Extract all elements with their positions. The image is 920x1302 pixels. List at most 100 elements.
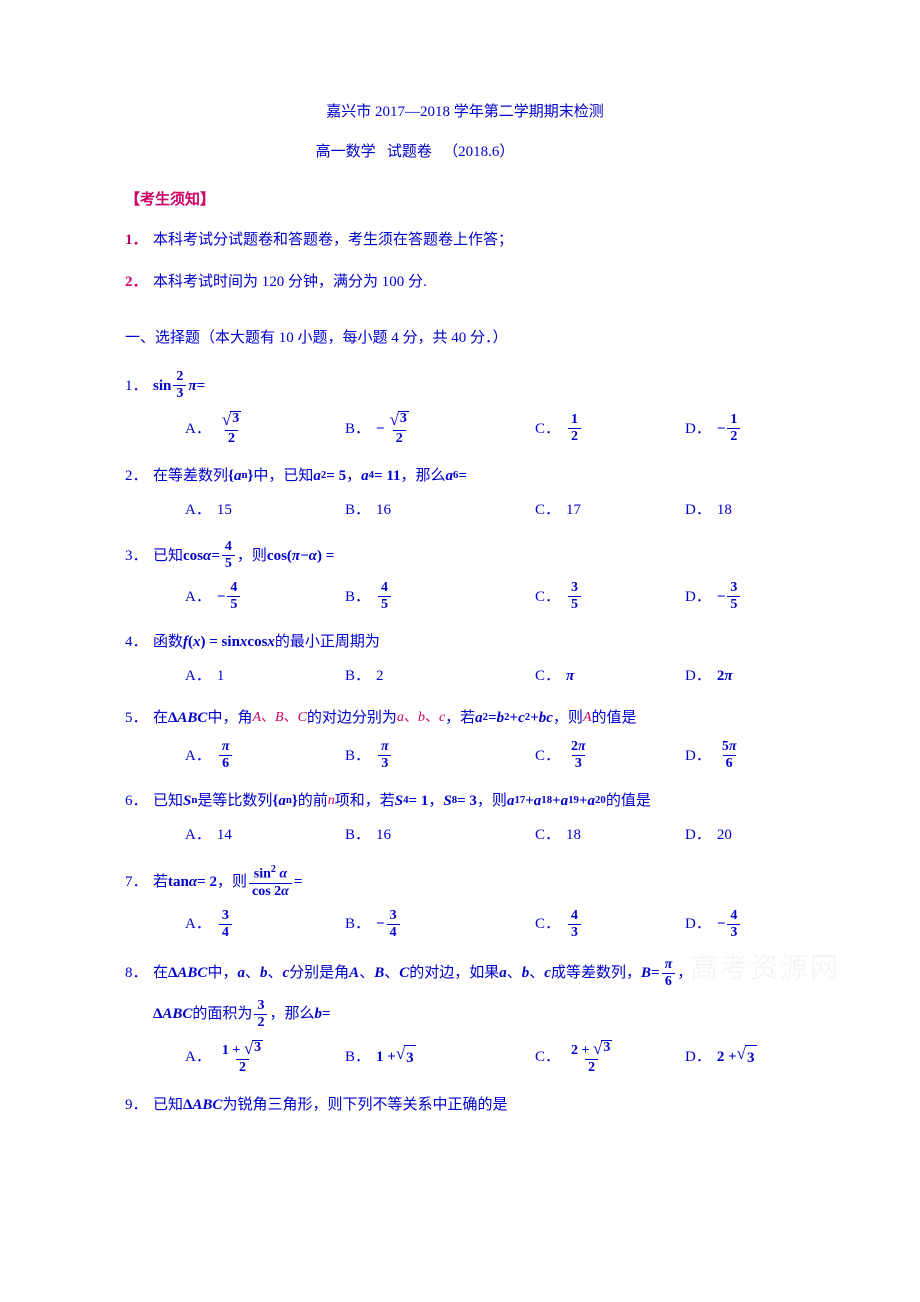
q1-C-label: C．: [535, 417, 560, 441]
q8-c: c: [282, 961, 289, 985]
q6-a18: a: [534, 789, 542, 813]
q9-delta: Δ: [183, 1093, 192, 1117]
q7-C-lab: C．: [535, 912, 560, 936]
q7-C-n: 4: [568, 909, 581, 924]
q8-B-pre: 1 +: [376, 1045, 396, 1069]
q6-t3: 的前: [298, 789, 328, 813]
q6-a20s: 20: [595, 792, 606, 809]
q7-stem: 7． 若 tan α = 2 ，则 sin2 α cos 2α =: [125, 865, 805, 899]
q9-t1: 已知: [153, 1093, 183, 1117]
q5-D-d: 6: [723, 755, 736, 771]
notice-2-num: 2．: [125, 270, 153, 294]
q7-B-d: 4: [387, 924, 400, 940]
q5-t1: 在: [153, 706, 168, 730]
q7-cos2: cos 2: [252, 884, 281, 899]
q5-A: A: [252, 707, 261, 729]
q8-delta: Δ: [168, 961, 177, 985]
q7-D-lab: D．: [685, 912, 711, 936]
q1: 1． sin 2 3 π = A． √32 B． − √32 C． 12 D． …: [125, 370, 805, 446]
q5-C-pre: 2: [571, 739, 578, 754]
q4-cos: cos: [247, 630, 267, 654]
q2-options: A．15 B．16 C．17 D．18: [125, 498, 805, 522]
q5-D-pre: 5: [722, 739, 729, 754]
q7-D-d: 3: [727, 924, 740, 940]
q8-stem: 8． 在 ΔABC 中， a 、b 、c 分别是角 A 、B 、C 的对边，如果…: [125, 958, 805, 989]
q3-C-d: 5: [568, 596, 581, 612]
q7-eq2: = 2: [197, 870, 217, 894]
q4: 4． 函数 f (x) = sin x cos x 的最小正周期为 A．1 B．…: [125, 630, 805, 688]
q8-t4: 的对边，如果: [409, 961, 499, 985]
q5-eq: =: [488, 706, 497, 730]
q8-l2-t2: ，那么: [269, 1002, 314, 1026]
q8-D-lab: D．: [685, 1045, 711, 1069]
q2-an-a: a: [234, 464, 242, 488]
q8-A-lab: A．: [185, 1045, 211, 1069]
q5-C-lab: C．: [535, 744, 560, 768]
q8-t5: 成等差数列，: [551, 961, 641, 985]
q7-t1: 若: [153, 870, 168, 894]
q8-A-sqrt: 3: [252, 1040, 263, 1055]
q2-C-val: 17: [566, 498, 581, 522]
q6-c1: ，: [428, 789, 443, 813]
q3-C-lab: C．: [535, 585, 560, 609]
q3-D-neg: −: [717, 585, 726, 609]
q5-p2: +: [530, 706, 539, 730]
q6-A-lab: A．: [185, 823, 211, 847]
q2-a6: a: [446, 464, 454, 488]
q7-eq: =: [294, 870, 303, 894]
q8-C-sqrt: 3: [601, 1040, 612, 1055]
q6-a19s: 19: [568, 792, 579, 809]
q1-D-label: D．: [685, 417, 711, 441]
q8-comma: ，: [677, 961, 692, 985]
q9-num: 9．: [125, 1093, 153, 1117]
q5-options: A．π6 B．π3 C．2π3 D．5π6: [125, 740, 805, 771]
q3-A-lab: A．: [185, 585, 211, 609]
q2-D-val: 18: [717, 498, 732, 522]
q6-D-val: 20: [717, 823, 732, 847]
q4-B-lab: B．: [345, 664, 370, 688]
exam-title-2: 高一数学 试题卷 （2018.6）: [125, 140, 805, 164]
q8-abc: ABC: [177, 961, 207, 985]
q7-C-d: 3: [568, 924, 581, 940]
q7-B-lab: B．: [345, 912, 370, 936]
q8-d2: 、: [267, 961, 282, 985]
q1-D-den: 2: [727, 428, 740, 444]
q9-t2: 为锐角三角形，则下列不等关系中正确的是: [222, 1093, 507, 1117]
q6-a17: a: [507, 789, 515, 813]
q9-stem: 9． 已知 ΔABC 为锐角三角形，则下列不等关系中正确的是: [125, 1093, 805, 1117]
q8-B: B: [374, 961, 384, 985]
q3-A-n: 4: [227, 581, 240, 596]
q8-A-d: 2: [236, 1059, 249, 1075]
q6-a20: a: [588, 789, 596, 813]
section-1-title: 一、选择题（本大题有 10 小题，每小题 4 分，共 40 分．）: [125, 326, 805, 350]
q8-a: a: [237, 961, 245, 985]
q3-B-n: 4: [378, 581, 391, 596]
paper-type: 试题卷: [387, 144, 432, 160]
q1-D-num: 1: [727, 413, 740, 428]
q7-ta: α: [276, 867, 287, 882]
q7-A-n: 3: [219, 909, 232, 924]
q8-stem-2: ΔABC 的面积为 32 ，那么 b =: [125, 999, 805, 1030]
q5-a2: a: [475, 706, 483, 730]
q3-A-neg: −: [217, 585, 226, 609]
q8-t3: 分别是角: [289, 961, 349, 985]
q4-x2: x: [240, 630, 248, 654]
q2-a4: a: [361, 464, 369, 488]
q5-C-d: 3: [572, 755, 585, 771]
q3: 3． 已知 cos α = 45 ，则 cos(π − α) = A．−45 B…: [125, 540, 805, 612]
q6-eq3: = 3: [457, 789, 477, 813]
q8-b2: b: [522, 961, 530, 985]
q4-A-lab: A．: [185, 664, 211, 688]
q8-d1: 、: [245, 961, 260, 985]
q5-t5: ，则: [553, 706, 583, 730]
q8-options: A．1 + √32 B．1 + √3 C．2 + √32 D．2 + √3: [125, 1040, 805, 1075]
q8-B-lab: B．: [345, 1045, 370, 1069]
q8-l2-abc: ABC: [162, 1002, 192, 1026]
q5-bc: bc: [539, 706, 553, 730]
q3-d5: 5: [222, 555, 235, 571]
q6-D-lab: D．: [685, 823, 711, 847]
q6-p3: +: [579, 789, 588, 813]
q5-D-lab: D．: [685, 744, 711, 768]
q6-C-lab: C．: [535, 823, 560, 847]
q3-alpha: α: [203, 544, 211, 568]
